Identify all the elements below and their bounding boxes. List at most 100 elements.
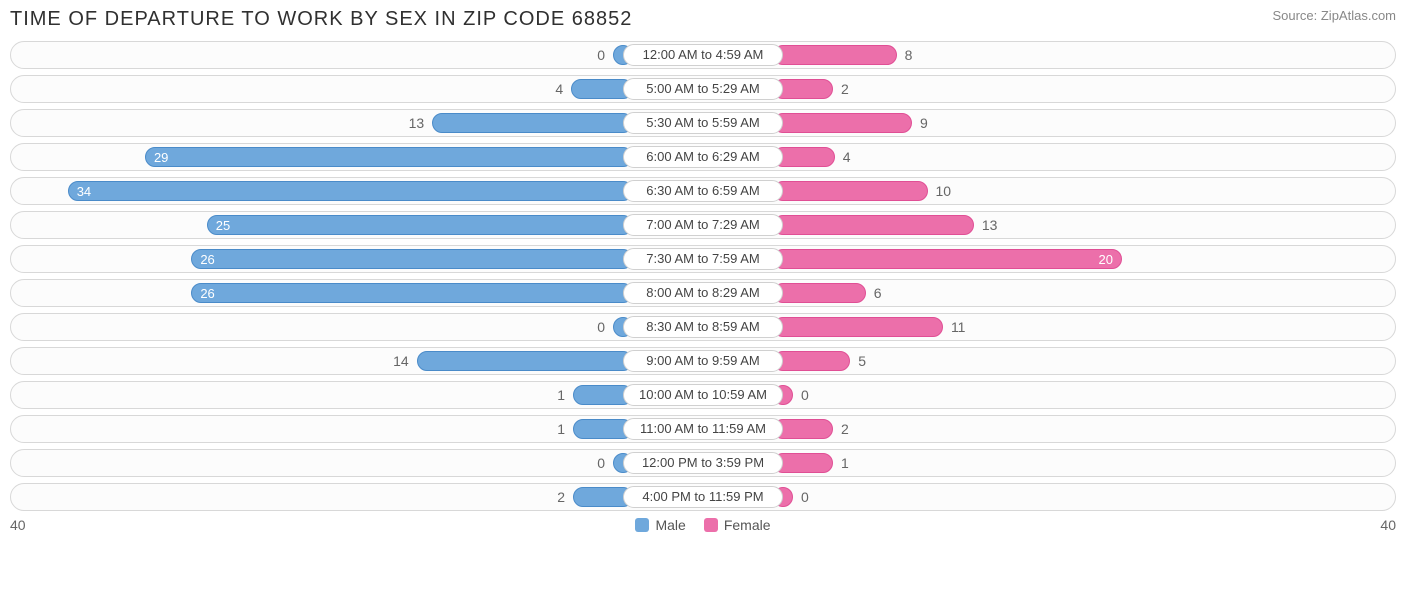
male-side: 25 <box>15 214 633 236</box>
time-range-label: 7:00 AM to 7:29 AM <box>623 214 783 236</box>
chart-row: 0 8:30 AM to 8:59 AM 11 <box>10 313 1396 341</box>
male-value: 14 <box>385 353 417 369</box>
female-bar <box>773 45 897 65</box>
chart-container: TIME OF DEPARTURE TO WORK BY SEX IN ZIP … <box>0 0 1406 537</box>
chart-row: 257:00 AM to 7:29 AM 13 <box>10 211 1396 239</box>
female-value: 11 <box>943 319 974 335</box>
chart-row: 0 12:00 PM to 3:59 PM 1 <box>10 449 1396 477</box>
male-value: 1 <box>549 387 573 403</box>
female-bar <box>773 215 974 235</box>
female-side: 0 <box>773 384 1391 406</box>
male-bar: 34 <box>68 181 633 201</box>
female-side: 5 <box>773 350 1391 372</box>
source-label: Source: ZipAtlas.com <box>1272 8 1396 23</box>
time-range-label: 5:00 AM to 5:29 AM <box>623 78 783 100</box>
male-side: 34 <box>15 180 633 202</box>
chart-row: 296:00 AM to 6:29 AM 4 <box>10 143 1396 171</box>
female-bar <box>773 317 943 337</box>
female-side: 8 <box>773 44 1391 66</box>
female-bar <box>773 283 866 303</box>
male-side: 29 <box>15 146 633 168</box>
female-side: 9 <box>773 112 1391 134</box>
legend-item-male: Male <box>635 517 685 533</box>
female-bar <box>773 113 912 133</box>
time-range-label: 7:30 AM to 7:59 AM <box>623 248 783 270</box>
time-range-label: 11:00 AM to 11:59 AM <box>623 418 783 440</box>
female-side: 20 <box>773 248 1391 270</box>
female-value: 9 <box>912 115 936 131</box>
swatch-male <box>635 518 649 532</box>
male-side: 26 <box>15 248 633 270</box>
female-side: 4 <box>773 146 1391 168</box>
chart-row: 268:00 AM to 8:29 AM 6 <box>10 279 1396 307</box>
male-bar: 25 <box>207 215 633 235</box>
female-value: 0 <box>793 387 817 403</box>
male-bar <box>432 113 633 133</box>
male-value: 2 <box>549 489 573 505</box>
female-side: 2 <box>773 418 1391 440</box>
male-value: 4 <box>547 81 571 97</box>
chart-row: 4 5:00 AM to 5:29 AM 2 <box>10 75 1396 103</box>
time-range-label: 5:30 AM to 5:59 AM <box>623 112 783 134</box>
male-side: 0 <box>15 316 633 338</box>
female-side: 0 <box>773 486 1391 508</box>
male-side: 4 <box>15 78 633 100</box>
header: TIME OF DEPARTURE TO WORK BY SEX IN ZIP … <box>10 8 1396 31</box>
female-value: 10 <box>928 183 960 199</box>
female-value: 5 <box>850 353 874 369</box>
swatch-female <box>704 518 718 532</box>
legend-label-female: Female <box>724 517 771 533</box>
male-side: 2 <box>15 486 633 508</box>
male-value: 13 <box>401 115 433 131</box>
footer: 40 Male Female 40 <box>10 517 1396 533</box>
legend: Male Female <box>635 517 770 533</box>
time-range-label: 8:00 AM to 8:29 AM <box>623 282 783 304</box>
chart-row: 13 5:30 AM to 5:59 AM 9 <box>10 109 1396 137</box>
legend-label-male: Male <box>655 517 685 533</box>
male-value: 1 <box>549 421 573 437</box>
chart-row: 0 12:00 AM to 4:59 AM8 <box>10 41 1396 69</box>
legend-item-female: Female <box>704 517 771 533</box>
female-side: 2 <box>773 78 1391 100</box>
chart-row: 1 11:00 AM to 11:59 AM 2 <box>10 415 1396 443</box>
male-side: 0 <box>15 452 633 474</box>
time-range-label: 12:00 AM to 4:59 AM <box>623 44 783 66</box>
male-value: 0 <box>589 319 613 335</box>
male-side: 1 <box>15 384 633 406</box>
female-value: 13 <box>974 217 1006 233</box>
time-range-label: 12:00 PM to 3:59 PM <box>623 452 783 474</box>
time-range-label: 6:00 AM to 6:29 AM <box>623 146 783 168</box>
male-value: 0 <box>589 47 613 63</box>
female-value: 2 <box>833 421 857 437</box>
chart-area: 0 12:00 AM to 4:59 AM8 4 5:00 AM to 5:29 AM… <box>10 41 1396 511</box>
female-value: 2 <box>833 81 857 97</box>
male-side: 0 <box>15 44 633 66</box>
time-range-label: 10:00 AM to 10:59 AM <box>623 384 783 406</box>
chart-title: TIME OF DEPARTURE TO WORK BY SEX IN ZIP … <box>10 8 632 31</box>
female-value: 6 <box>866 285 890 301</box>
male-bar <box>417 351 633 371</box>
female-side: 11 <box>773 316 1391 338</box>
axis-right-max: 40 <box>1380 517 1396 533</box>
time-range-label: 9:00 AM to 9:59 AM <box>623 350 783 372</box>
male-side: 26 <box>15 282 633 304</box>
male-side: 14 <box>15 350 633 372</box>
male-bar: 26 <box>191 283 633 303</box>
male-side: 1 <box>15 418 633 440</box>
chart-row: 1 10:00 AM to 10:59 AM 0 <box>10 381 1396 409</box>
time-range-label: 4:00 PM to 11:59 PM <box>623 486 783 508</box>
female-value: 1 <box>833 455 857 471</box>
chart-row: 14 9:00 AM to 9:59 AM 5 <box>10 347 1396 375</box>
time-range-label: 8:30 AM to 8:59 AM <box>623 316 783 338</box>
chart-row: 2 4:00 PM to 11:59 PM 0 <box>10 483 1396 511</box>
female-side: 10 <box>773 180 1391 202</box>
axis-left-max: 40 <box>10 517 26 533</box>
male-bar: 29 <box>145 147 633 167</box>
male-bar: 26 <box>191 249 633 269</box>
male-value: 0 <box>589 455 613 471</box>
male-side: 13 <box>15 112 633 134</box>
female-bar <box>773 181 928 201</box>
female-side: 1 <box>773 452 1391 474</box>
female-value: 4 <box>835 149 859 165</box>
female-value: 0 <box>793 489 817 505</box>
